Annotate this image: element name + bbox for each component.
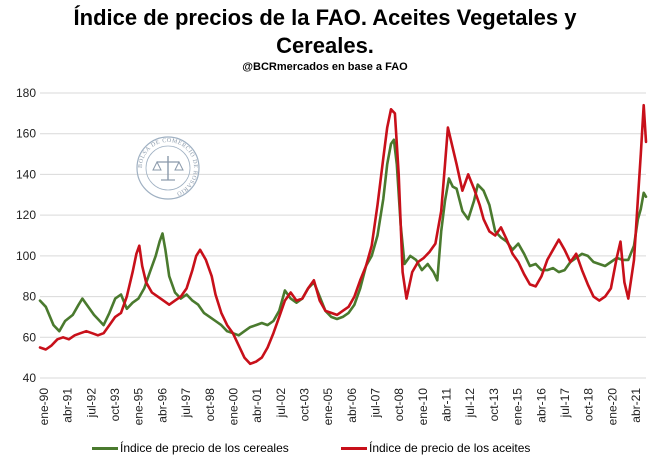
x-tick-label: jul-17: [558, 388, 572, 419]
x-tick-label: abr-06: [345, 388, 359, 423]
y-tick-label: 120: [16, 208, 36, 222]
x-axis-ticks: ene-90 abr-91 jul-92 oct-93 ene-95 abr-96 jul-…: [37, 388, 643, 426]
x-tick-label: ene-20: [605, 388, 619, 426]
seal-scales-pan-left: [152, 160, 162, 171]
x-tick-label: abr-16: [534, 388, 548, 423]
series-lines: [38, 103, 648, 366]
x-tick-label: jul-07: [369, 388, 383, 419]
x-tick-label: jul-12: [463, 388, 477, 419]
x-tick-label: oct-08: [392, 388, 406, 422]
x-tick-label: jul-92: [84, 388, 98, 419]
y-axis-ticks: 40 60 80 100 120 140 160 180: [16, 86, 36, 385]
x-tick-label: oct-98: [203, 388, 217, 422]
bcr-seal-watermark: BOLSA DE COMERCIO DE ROSARIO: [136, 136, 200, 200]
x-tick-label: ene-00: [226, 388, 240, 426]
chart-subtitle: @BCRmercados en base a FAO: [242, 61, 408, 73]
x-tick-label: oct-13: [487, 388, 501, 422]
x-tick-label: jul-02: [274, 388, 288, 419]
legend-swatch-cereals: [92, 446, 118, 450]
legend-swatch-oils: [341, 446, 367, 450]
x-tick-label: abr-21: [629, 388, 643, 423]
x-tick-label: oct-03: [297, 388, 311, 422]
x-tick-label: abr-11: [440, 388, 454, 422]
x-tick-label: abr-01: [250, 388, 264, 423]
seal-outer-ring: [136, 136, 200, 200]
x-tick-label: ene-05: [321, 388, 335, 426]
x-tick-label: oct-18: [582, 388, 596, 422]
legend-label-cereals: Índice de precio de los cereales: [120, 441, 289, 455]
series-line-oils: [38, 103, 648, 366]
x-tick-label: oct-93: [108, 388, 122, 422]
series-line-cereals: [38, 138, 648, 337]
x-tick-label: jul-97: [179, 388, 193, 419]
y-tick-label: 160: [16, 127, 36, 141]
x-tick-label: ene-90: [37, 388, 51, 426]
x-tick-label: ene-95: [132, 388, 146, 426]
legend-label-oils: Índice de precio de los aceites: [369, 441, 531, 455]
x-tick-label: abr-91: [61, 388, 75, 423]
gridlines: [40, 92, 646, 379]
y-tick-label: 140: [16, 167, 36, 181]
x-tick-label: abr-96: [155, 388, 169, 423]
seal-scales-pan-right: [174, 160, 184, 171]
y-tick-label: 180: [16, 86, 36, 100]
y-tick-label: 40: [23, 371, 37, 385]
chart-title-line-2: Cereales.: [276, 33, 374, 58]
legend: Índice de precio de los cereales Índice …: [0, 441, 650, 461]
y-tick-label: 60: [23, 330, 37, 344]
y-tick-label: 100: [16, 249, 36, 263]
x-tick-label: ene-15: [511, 388, 525, 426]
seal-inner-ring: [145, 145, 191, 191]
x-tick-label: ene-10: [416, 388, 430, 426]
legend-item-cereals: Índice de precio de los cereales: [92, 441, 289, 455]
y-tick-label: 80: [23, 290, 37, 304]
legend-item-oils: Índice de precio de los aceites: [341, 441, 530, 455]
chart-title-line-1: Índice de precios de la FAO. Aceites Veg…: [73, 5, 577, 30]
